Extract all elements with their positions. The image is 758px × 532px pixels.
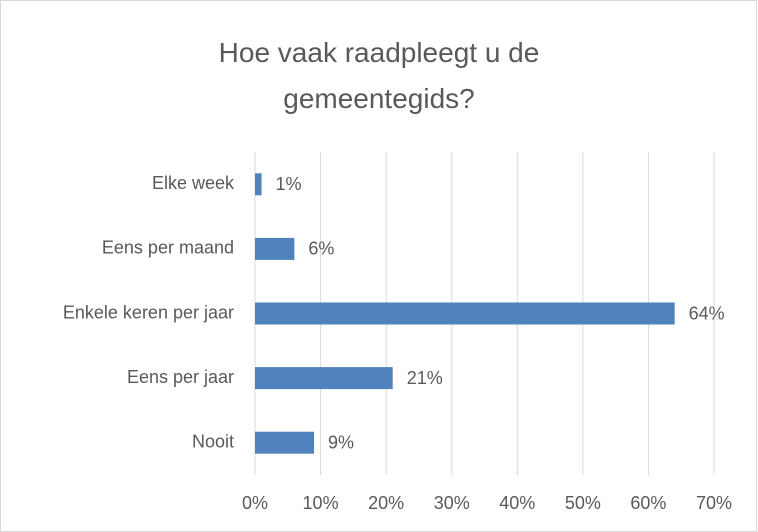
data-label: 6% xyxy=(308,239,334,259)
y-tick-label: Eens per jaar xyxy=(127,367,234,387)
data-label: 21% xyxy=(407,368,443,388)
y-tick-label: Enkele keren per jaar xyxy=(63,302,234,322)
data-label: 9% xyxy=(328,432,354,452)
y-tick-label: Nooit xyxy=(192,431,234,451)
y-tick-label: Eens per maand xyxy=(102,238,234,258)
bar xyxy=(255,431,315,454)
bar xyxy=(255,367,393,390)
bar xyxy=(255,173,262,196)
x-tick-label: 10% xyxy=(303,493,339,513)
x-tick-label: 20% xyxy=(368,493,404,513)
bar xyxy=(255,237,295,260)
x-tick-label: 0% xyxy=(242,493,268,513)
x-tick-label: 70% xyxy=(696,493,732,513)
data-label: 64% xyxy=(689,303,725,323)
data-label: 1% xyxy=(276,174,302,194)
x-tick-label: 50% xyxy=(565,493,601,513)
y-tick-label: Elke week xyxy=(152,173,235,193)
x-tick-label: 60% xyxy=(630,493,666,513)
chart-title: Hoe vaak raadpleegt u de gemeentegids? xyxy=(218,37,540,114)
x-tick-label: 40% xyxy=(499,493,535,513)
x-tick-label: 30% xyxy=(434,493,470,513)
bar xyxy=(255,302,675,325)
